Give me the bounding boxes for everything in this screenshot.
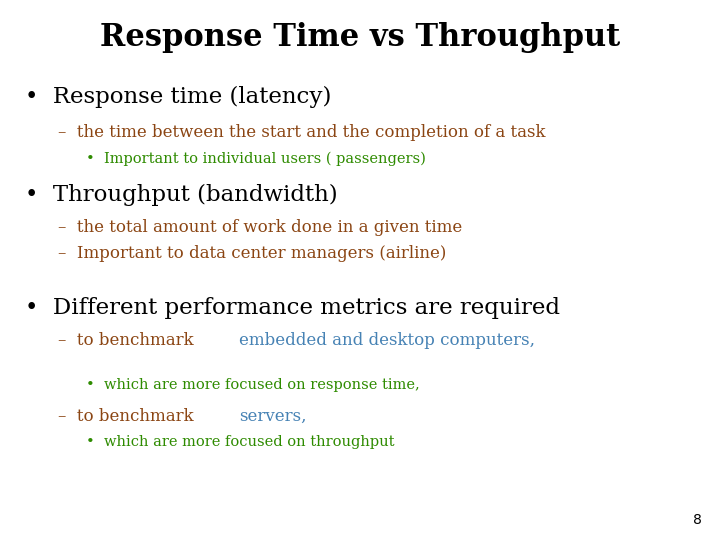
Text: •  which are more focused on throughput: • which are more focused on throughput — [86, 435, 395, 449]
Text: servers,: servers, — [239, 408, 307, 424]
Text: •  Response time (latency): • Response time (latency) — [25, 86, 332, 109]
Text: •  Different performance metrics are required: • Different performance metrics are requ… — [25, 297, 560, 319]
Text: –  to benchmark: – to benchmark — [58, 332, 199, 349]
Text: Response Time vs Throughput: Response Time vs Throughput — [100, 22, 620, 52]
Text: –  the time between the start and the completion of a task: – the time between the start and the com… — [58, 124, 545, 141]
Text: –  Important to data center managers (airline): – Important to data center managers (air… — [58, 245, 446, 261]
Text: •  Important to individual users ( passengers): • Important to individual users ( passen… — [86, 151, 426, 166]
Text: embedded and desktop computers,: embedded and desktop computers, — [239, 332, 536, 349]
Text: •  Throughput (bandwidth): • Throughput (bandwidth) — [25, 184, 338, 206]
Text: 8: 8 — [693, 512, 702, 526]
Text: •  which are more focused on response time,: • which are more focused on response tim… — [86, 378, 420, 392]
Text: –  the total amount of work done in a given time: – the total amount of work done in a giv… — [58, 219, 462, 235]
Text: –  to benchmark: – to benchmark — [58, 408, 199, 424]
